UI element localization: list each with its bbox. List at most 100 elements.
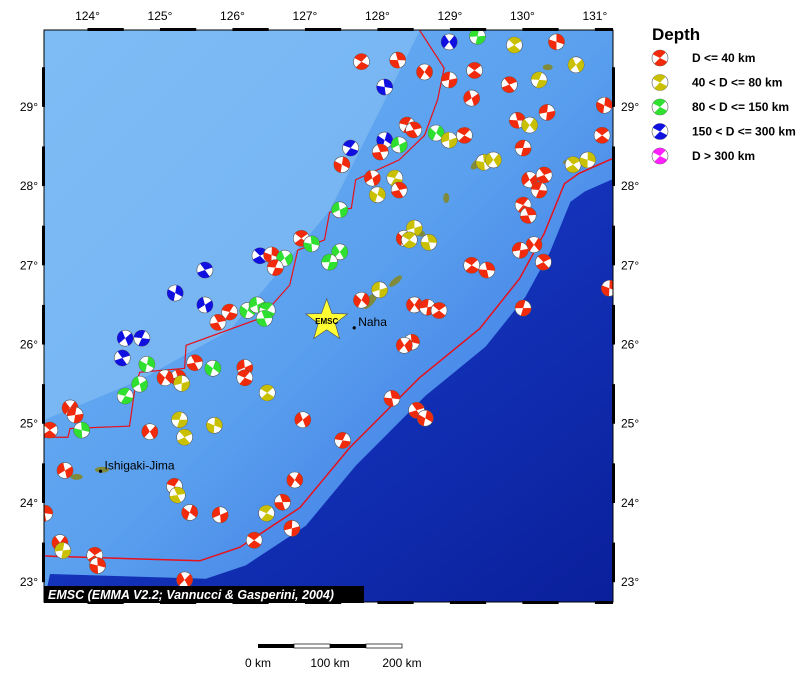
earthquake-beachball	[405, 121, 422, 139]
earthquake-beachball	[196, 296, 214, 314]
lat-tick-label: 23°	[20, 575, 38, 589]
earthquake-beachball	[156, 369, 174, 387]
earthquake-beachball	[294, 411, 312, 429]
legend-beachball	[651, 98, 669, 116]
scale-label-0: 0 km	[245, 656, 271, 670]
earthquake-beachball	[274, 493, 291, 511]
earthquake-beachball	[89, 557, 106, 574]
depth-legend: Depth D <= 40 km 40 < D <= 80 km 80 < D <=…	[651, 25, 796, 165]
scale-label-200: 200 km	[382, 656, 421, 670]
earthquake-beachball	[383, 390, 401, 407]
earthquake-beachball	[334, 432, 351, 449]
earthquake-beachball	[138, 356, 156, 373]
earthquake-beachball	[506, 36, 523, 54]
earthquake-beachball	[538, 104, 556, 121]
earthquake-beachball	[463, 256, 480, 274]
lat-tick-label: 24°	[20, 496, 38, 510]
lat-tick-label: 29°	[621, 100, 639, 114]
emsc-star: EMSC	[304, 297, 349, 340]
earthquake-beachball	[206, 417, 223, 434]
legend-label: D <= 40 km	[692, 51, 755, 65]
earthquake-beachball	[331, 243, 349, 261]
earthquake-beachball	[420, 234, 438, 251]
continental-shelf	[44, 30, 420, 420]
scale-bar: 0 km 100 km 200 km	[245, 643, 422, 670]
earthquake-beachball	[286, 471, 304, 489]
earthquake-beachball	[131, 375, 148, 393]
lat-tick-label: 25°	[20, 417, 38, 431]
legend-label: D > 300 km	[692, 149, 755, 163]
earthquake-beachball	[369, 186, 386, 204]
earthquake-beachball	[181, 504, 198, 521]
earthquake-beachball	[321, 253, 338, 271]
credit-text: EMSC (EMMA V2.2; Vannucci & Gasperini, 2…	[48, 588, 334, 602]
earthquake-beachball	[427, 124, 445, 142]
legend-beachball	[651, 123, 669, 140]
earthquake-beachball	[430, 302, 448, 319]
earthquake-beachball	[416, 409, 434, 427]
credit-box: EMSC (EMMA V2.2; Vannucci & Gasperini, 2…	[44, 586, 364, 603]
island	[94, 466, 109, 473]
lon-tick-label: 125°	[148, 9, 173, 23]
lat-tick-label: 28°	[621, 179, 639, 193]
scale-label-100: 100 km	[310, 656, 349, 670]
earthquake-beachball	[509, 112, 526, 129]
earthquake-beachball	[530, 181, 548, 199]
legend-beachball	[651, 147, 669, 165]
earthquake-beachball	[221, 303, 238, 321]
island	[542, 64, 553, 71]
earthquake-beachball	[389, 51, 407, 69]
earthquake-beachball	[56, 462, 74, 479]
earthquake-beachball	[209, 314, 227, 331]
earthquake-beachball	[514, 299, 532, 317]
earthquake-beachball	[258, 504, 275, 522]
lat-tick-label: 27°	[621, 258, 639, 272]
earthquake-beachball	[406, 296, 423, 314]
island	[389, 275, 402, 287]
lat-tick-label: 28°	[20, 179, 38, 193]
earthquake-beachball	[564, 156, 582, 173]
lat-tick-label: 26°	[621, 338, 639, 352]
earthquake-beachball	[169, 486, 186, 504]
legend-label: 150 < D <= 300 km	[692, 125, 796, 139]
earthquake-beachball	[596, 96, 613, 114]
legend-beachball	[651, 74, 669, 91]
earthquake-beachball	[579, 151, 596, 169]
earthquake-beachball	[521, 116, 538, 134]
earthquake-beachball	[116, 329, 134, 347]
earthquake-beachball	[376, 78, 393, 96]
place-dot	[98, 469, 103, 473]
earthquake-beachball	[463, 89, 480, 107]
earthquake-beachball	[535, 166, 553, 184]
lon-tick-label: 130°	[510, 9, 535, 23]
earthquake-beachball	[166, 284, 184, 302]
earthquake-beachball	[485, 151, 502, 169]
earthquake-beachball	[567, 56, 585, 74]
legend-label: 80 < D <= 150 km	[692, 100, 789, 114]
earthquake-beachball	[54, 542, 72, 559]
earthquake-beachball	[211, 506, 229, 524]
earthquake-beachball	[236, 369, 254, 387]
earthquake-beachball	[256, 310, 273, 327]
earthquake-beachball	[440, 33, 458, 51]
earthquake-beachball	[283, 520, 301, 537]
earthquake-beachball	[593, 127, 611, 144]
earthquake-beachball	[440, 131, 458, 149]
legend-title: Depth	[652, 25, 700, 44]
earthquake-beachball	[141, 423, 159, 440]
lon-tick-label: 131°	[582, 9, 607, 23]
earthquake-beachball	[245, 531, 263, 549]
earthquake-beachball	[342, 139, 359, 157]
earthquake-beachball	[173, 375, 191, 392]
earthquake-beachball	[171, 411, 188, 429]
earthquake-beachball	[456, 127, 473, 144]
earthquake-beachball	[204, 359, 222, 377]
earthquake-beachball	[501, 76, 518, 93]
trench-line	[44, 157, 613, 562]
earthquake-beachball	[196, 261, 214, 279]
earthquake-beachball	[530, 71, 548, 89]
earthquake-beachball	[371, 281, 388, 299]
earthquake-beachball	[440, 71, 458, 89]
